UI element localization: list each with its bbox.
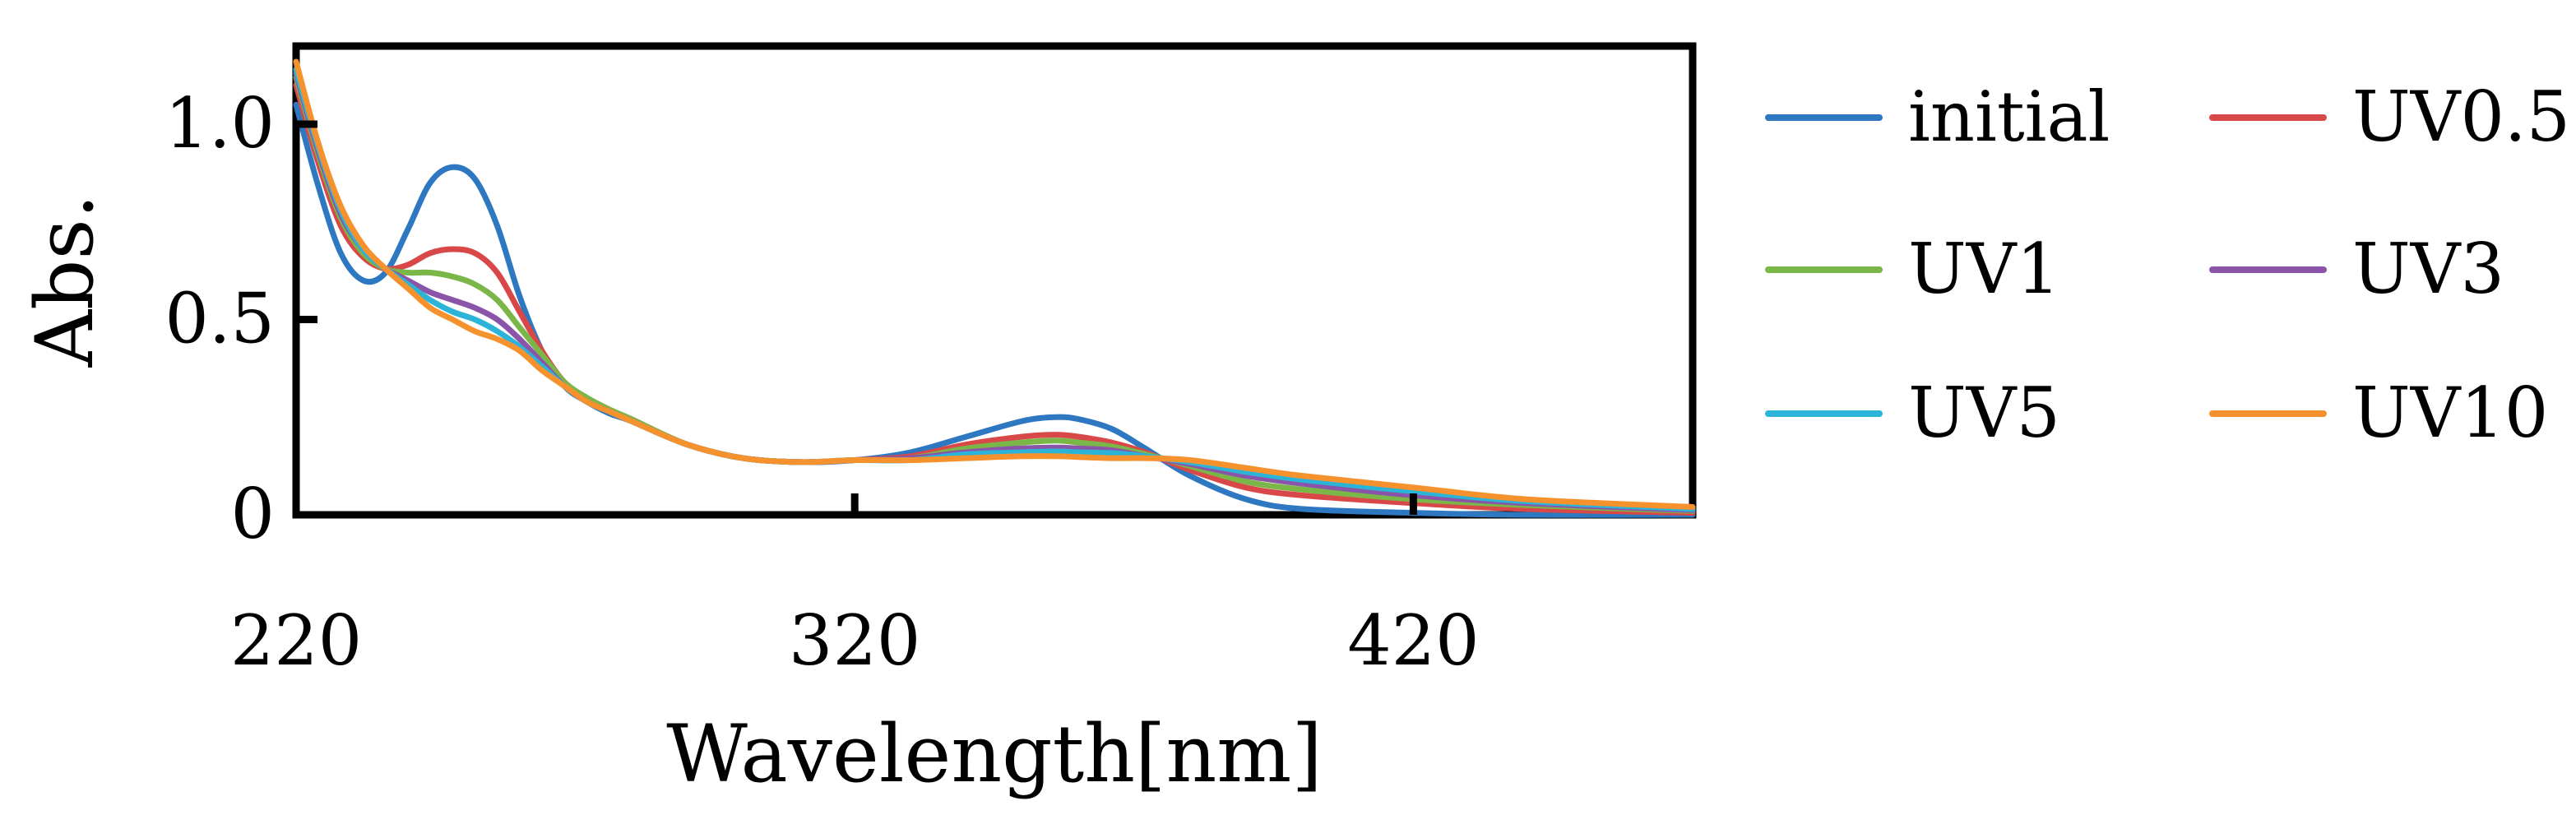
legend-item-initial: initial [1765,76,2110,157]
legend-item-uv10: UV10 [2209,373,2548,453]
legend-label: UV3 [2352,229,2504,309]
y-axis-title: Abs. [19,194,111,368]
x-axis-title: Wavelength[nm] [666,708,1323,800]
series-layer [293,58,1696,518]
series-line-uv10 [293,58,1696,510]
plot-frame [292,42,1697,519]
x-tick-labels: 220 320 420 [230,600,1480,681]
legend-item-uv1: UV1 [1765,229,2060,309]
legend-label: initial [1908,76,2110,157]
legend-label: UV5 [1908,373,2060,453]
legend-item-uv5: UV5 [1765,373,2060,453]
plot-area [292,42,1697,519]
legend-label: UV10 [2352,373,2548,453]
legend-item-uv3: UV3 [2209,229,2504,309]
x-tick-label: 320 [789,600,920,681]
y-tick-labels: 0 0.5 1.0 [164,83,275,554]
y-tick-label: 1.0 [164,83,275,164]
tick-marks [296,120,1417,515]
y-tick-label: 0.5 [164,279,275,359]
x-tick-label: 220 [230,600,362,681]
y-tick-label: 0 [231,474,275,554]
legend-label: UV0.5 [2352,76,2570,157]
series-line-uv1 [293,74,1696,514]
x-tick-label: 420 [1347,600,1479,681]
legend-item-uv0-5: UV0.5 [2209,76,2570,157]
legend-label: UV1 [1908,229,2060,309]
legend: initial UV0.5 UV1 UV3 UV5 UV10 [1765,76,2570,453]
